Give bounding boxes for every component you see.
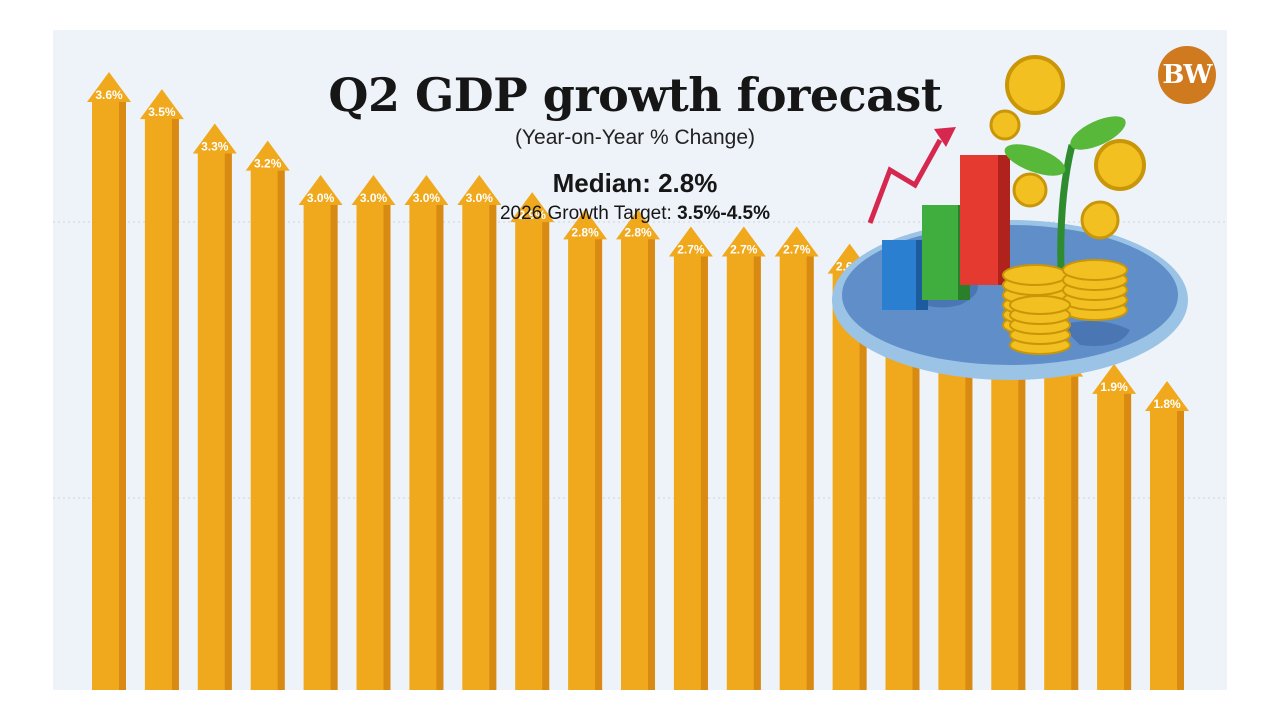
bar-shade	[965, 308, 973, 690]
bar-value-label: 3.0%	[413, 191, 441, 205]
median-text: Median: 2.8%	[430, 168, 840, 199]
bar-value-label: 3.0%	[466, 191, 494, 205]
bar-arrow: 3.0%	[298, 175, 343, 690]
bar-value-label: 3.2%	[254, 157, 282, 171]
bar-value-label: 1.9%	[1100, 380, 1128, 394]
bar-value-label: 2.7%	[783, 243, 811, 257]
bar-arrow: 2.7%	[668, 226, 713, 690]
bar-shade	[383, 205, 391, 690]
bar-shade	[648, 239, 655, 691]
bar-value-label: 2.8%	[624, 225, 652, 239]
bar-shade	[859, 273, 867, 690]
bar-shade	[542, 222, 550, 690]
bar-arrow: 3.5%	[139, 89, 184, 690]
bar-value-label: 2.7%	[677, 243, 705, 257]
bar-arrow: 3.6%	[87, 72, 131, 690]
bar-value-label: 2.7%	[730, 243, 758, 257]
bar-shade	[753, 256, 761, 690]
bar-shade	[330, 205, 338, 690]
bar-arrow: 3.0%	[351, 175, 396, 690]
bar-arrow: 2.0%	[1039, 346, 1084, 690]
bar-arrow: 1.8%	[1145, 381, 1189, 690]
bar-value-label: 2.9%	[519, 208, 547, 222]
growth-illustration	[830, 45, 1210, 385]
bar-value-label: 3.0%	[307, 191, 335, 205]
bar-arrow: 3.3%	[192, 123, 237, 690]
bar-arrow: 3.0%	[404, 175, 449, 690]
chart-title: Q2 GDP growth forecast	[328, 68, 942, 122]
bar-value-label: 1.8%	[1153, 397, 1181, 411]
bar-shade	[1018, 342, 1026, 690]
bar-value-label: 3.5%	[148, 105, 176, 119]
bar-shade	[1177, 411, 1184, 690]
growth-target-value: 3.5%-4.5%	[677, 203, 771, 224]
bar-shade	[595, 239, 603, 691]
bar-shade	[436, 205, 444, 690]
bar-shade	[912, 290, 920, 690]
growth-target-text: 2026 Growth Target: 3.5%-4.5%	[430, 203, 840, 225]
bar-value-label: 2.8%	[571, 225, 599, 239]
bar-arrow: 2.8%	[616, 209, 660, 691]
bar-shade	[489, 205, 497, 690]
bar-value-label: 3.3%	[201, 140, 229, 154]
bar-arrow: 2.8%	[563, 209, 608, 691]
median-label: Median:	[552, 168, 651, 198]
bar-arrow: 3.2%	[245, 140, 290, 690]
growth-target-label: 2026 Growth Target:	[499, 203, 672, 224]
bar-value-label: 3.0%	[360, 191, 388, 205]
bw-logo: BW	[1158, 46, 1216, 104]
bar-shade	[700, 256, 708, 690]
bar-shade	[1124, 393, 1132, 690]
bar-value-label: 3.6%	[95, 88, 123, 102]
bar-shade	[119, 102, 126, 690]
bar-shade	[806, 256, 814, 690]
illustration-graphic	[832, 55, 1188, 380]
median-value: 2.8%	[658, 168, 718, 198]
bar-shade	[224, 153, 232, 690]
bar-shade	[171, 119, 179, 690]
bar-arrow: 2.7%	[721, 226, 766, 690]
bar-shade	[277, 170, 285, 690]
bar-arrow: 2.9%	[510, 192, 555, 690]
bar-arrow: 3.0%	[457, 175, 502, 690]
bar-shade	[1071, 376, 1079, 690]
bar-arrow: 1.9%	[1092, 363, 1137, 690]
bar-arrow: 2.7%	[774, 226, 819, 690]
chart-subtitle: (Year-on-Year % Change)	[514, 126, 756, 149]
